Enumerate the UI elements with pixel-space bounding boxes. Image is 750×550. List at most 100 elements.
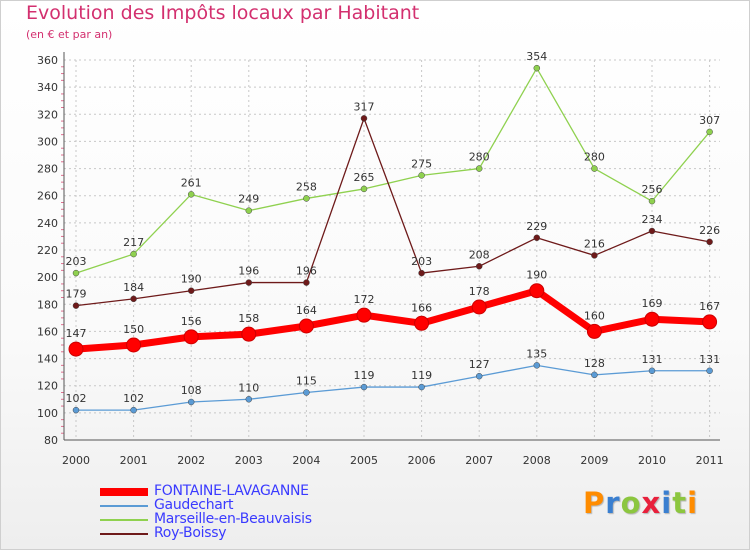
data-point xyxy=(533,362,541,369)
data-point xyxy=(591,371,598,379)
data-point xyxy=(475,165,483,172)
x-tick-label: 2000 xyxy=(62,454,90,467)
data-label: 108 xyxy=(181,384,202,397)
data-label: 179 xyxy=(66,288,87,301)
proxiti-logo: Proxiti xyxy=(583,486,699,520)
data-point xyxy=(130,295,137,303)
data-point xyxy=(360,185,368,193)
data-label: 178 xyxy=(469,285,490,298)
x-tick-label: 2001 xyxy=(120,454,148,467)
data-label: 160 xyxy=(584,309,605,322)
y-tick-label: 100 xyxy=(37,407,58,420)
y-tick-label: 240 xyxy=(37,217,58,230)
legend-label: Roy-Boissy xyxy=(154,525,227,541)
data-point xyxy=(360,383,368,391)
legend-label: Marseille-en-Beauvaisis xyxy=(154,511,312,527)
data-point xyxy=(706,238,713,246)
y-tick-label: 120 xyxy=(37,380,58,393)
data-label: 158 xyxy=(238,312,259,325)
data-point xyxy=(245,279,253,286)
y-tick-label: 340 xyxy=(37,81,58,94)
data-point xyxy=(475,372,483,380)
data-point xyxy=(68,341,84,357)
data-point xyxy=(303,195,310,202)
data-point xyxy=(706,128,713,136)
data-point xyxy=(130,250,137,258)
data-label: 203 xyxy=(411,255,432,268)
data-label: 167 xyxy=(699,300,720,313)
data-point xyxy=(418,172,425,179)
legend-swatch xyxy=(100,533,148,535)
x-tick-label: 2008 xyxy=(523,454,551,467)
data-point xyxy=(356,307,372,323)
data-label: 147 xyxy=(66,327,87,340)
data-label: 217 xyxy=(123,236,144,249)
y-tick-label: 140 xyxy=(37,353,58,366)
data-label: 307 xyxy=(699,114,720,127)
data-label: 256 xyxy=(642,183,663,196)
data-point xyxy=(702,314,718,330)
data-point xyxy=(475,263,483,270)
legend-label: Gaudechart xyxy=(154,497,234,513)
data-point xyxy=(471,299,487,315)
legend-swatch xyxy=(100,519,148,521)
data-label: 131 xyxy=(699,353,720,366)
data-point xyxy=(414,315,430,331)
x-tick-label: 2005 xyxy=(350,454,378,467)
data-label: 131 xyxy=(642,353,663,366)
data-label: 226 xyxy=(699,224,720,237)
x-tick-label: 2009 xyxy=(580,454,608,467)
data-point xyxy=(529,283,545,299)
data-label: 127 xyxy=(469,358,490,371)
data-label: 190 xyxy=(526,269,547,282)
data-point xyxy=(591,165,598,172)
data-point xyxy=(418,383,425,391)
data-point xyxy=(303,389,310,396)
chart-title: Evolution des Impôts locaux par Habitant xyxy=(26,2,420,24)
x-tick-label: 2010 xyxy=(638,454,666,467)
data-label: 172 xyxy=(354,293,375,306)
data-label: 317 xyxy=(354,100,375,113)
data-point xyxy=(533,64,541,72)
data-point xyxy=(418,269,425,277)
data-label: 156 xyxy=(181,315,202,328)
data-point xyxy=(298,318,314,334)
data-label: 119 xyxy=(411,369,432,382)
legend-label: FONTAINE-LAVAGANNE xyxy=(154,483,309,499)
y-tick-label: 320 xyxy=(37,108,58,121)
data-label: 280 xyxy=(584,151,605,164)
data-label: 115 xyxy=(296,375,317,388)
data-label: 354 xyxy=(526,50,547,63)
data-point xyxy=(245,207,253,214)
data-point xyxy=(241,326,257,342)
data-label: 249 xyxy=(238,193,259,206)
data-point xyxy=(72,406,80,414)
data-point xyxy=(187,398,195,406)
legend-swatch xyxy=(100,488,148,496)
data-label: 258 xyxy=(296,180,317,193)
series-line-2 xyxy=(75,67,711,274)
data-point xyxy=(648,367,656,375)
series-line-3 xyxy=(75,117,710,307)
data-label: 119 xyxy=(354,369,375,382)
data-label: 234 xyxy=(642,213,663,226)
data-point xyxy=(187,287,195,294)
y-tick-label: 280 xyxy=(37,163,58,176)
data-label: 166 xyxy=(411,301,432,314)
data-point xyxy=(706,367,713,375)
x-tick-label: 2007 xyxy=(465,454,493,467)
data-point xyxy=(644,311,660,327)
x-tick-label: 2006 xyxy=(408,454,436,467)
data-point xyxy=(591,252,598,259)
data-label: 110 xyxy=(238,381,259,394)
y-tick-label: 80 xyxy=(44,434,58,447)
data-label: 169 xyxy=(642,297,663,310)
data-point xyxy=(72,302,80,309)
data-label: 203 xyxy=(66,255,87,268)
data-label: 216 xyxy=(584,237,605,250)
data-point xyxy=(648,197,656,205)
data-point xyxy=(72,269,80,277)
data-label: 265 xyxy=(354,171,375,184)
data-label: 208 xyxy=(469,248,490,261)
